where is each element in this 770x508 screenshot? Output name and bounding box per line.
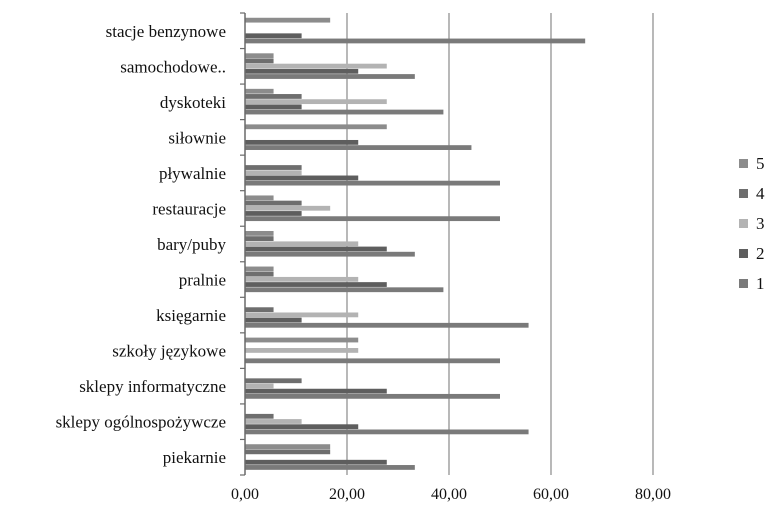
legend-label: 1 [756, 274, 765, 293]
y-axis [240, 12, 246, 476]
bar-series-4 [245, 236, 274, 241]
bar-series-5 [245, 266, 274, 272]
x-tick-label: 20,00 [329, 486, 365, 503]
bar-series-1 [245, 38, 586, 44]
bar-series-3 [245, 348, 359, 353]
gridlines [346, 13, 654, 475]
bar-series-1 [245, 74, 415, 79]
bar-series-2 [245, 68, 359, 74]
bar-series-4 [245, 271, 274, 277]
bar-series-4 [245, 58, 274, 64]
category-label: sklepy ogólnospożywcze [56, 413, 226, 432]
bar-series-1 [245, 145, 472, 150]
legend: 5 4 3 2 1 [739, 154, 765, 293]
bar-series-3 [245, 312, 359, 318]
category-label: stacje benzynowe [106, 22, 226, 41]
bar-series-1 [245, 465, 415, 470]
bar-series-5 [245, 88, 274, 94]
bar-series-5 [245, 195, 274, 201]
bar-series-5 [245, 53, 274, 59]
bar-series-2 [245, 424, 359, 430]
bar-series-5 [245, 124, 387, 130]
bar-series-5 [245, 337, 359, 343]
bar-series-4 [245, 307, 274, 313]
bar-series-1 [245, 287, 444, 293]
bar-series-5 [245, 17, 331, 23]
category-label: księgarnie [156, 306, 226, 325]
x-tick-label: 60,00 [533, 486, 569, 503]
bar-series-2 [245, 388, 387, 394]
bar-series-5 [245, 444, 331, 450]
bar-series-3 [245, 63, 387, 69]
category-label: pływalnie [159, 164, 226, 183]
bar-series-5 [245, 231, 274, 236]
bar-series-1 [245, 109, 444, 115]
bar-series-3 [245, 383, 274, 389]
x-tick-label: 40,00 [431, 486, 467, 503]
bar-series-3 [245, 276, 359, 282]
bar-series-2 [245, 33, 302, 39]
bar-series-1 [245, 216, 500, 222]
bar-series-1 [245, 358, 500, 364]
category-label: bary/puby [157, 235, 226, 254]
bar-series-3 [245, 170, 302, 176]
bar-series-2 [245, 459, 387, 465]
bar-series-4 [245, 378, 302, 384]
legend-swatch [739, 189, 748, 198]
bar-series-2 [245, 317, 302, 323]
bar-series-4 [245, 200, 302, 206]
bar-series-3 [245, 99, 387, 105]
legend-label: 4 [756, 184, 765, 203]
bar-series-3 [245, 205, 331, 211]
legend-label: 2 [756, 244, 765, 263]
legend-label: 3 [756, 214, 765, 233]
bar-series-3 [245, 241, 359, 247]
bar-series-2 [245, 175, 359, 181]
x-tick-labels: 0,00 20,00 40,00 60,00 80,00 [231, 486, 671, 503]
bar-series-1 [245, 251, 415, 257]
category-labels: stacje benzynowe samochodowe.. dyskoteki si… [56, 22, 227, 467]
bar-series-2 [245, 282, 387, 287]
category-label: piekarnie [163, 448, 226, 467]
category-label: pralnie [179, 271, 226, 290]
bar-series-1 [245, 180, 500, 186]
bar-series-4 [245, 413, 274, 419]
category-label: siłownie [168, 128, 226, 147]
bar-series-2 [245, 246, 387, 252]
legend-swatch [739, 219, 748, 228]
bars [245, 17, 586, 470]
bar-series-4 [245, 165, 302, 170]
bar-series-1 [245, 322, 529, 328]
category-label: restauracje [152, 199, 226, 218]
legend-swatch [739, 159, 748, 168]
bar-series-4 [245, 94, 302, 99]
category-label: sklepy informatyczne [79, 377, 226, 396]
legend-label: 5 [756, 154, 765, 173]
category-label: szkoły językowe [112, 342, 226, 361]
legend-swatch [739, 279, 748, 288]
legend-swatch [739, 249, 748, 258]
bar-series-2 [245, 139, 359, 145]
bar-series-3 [245, 419, 302, 424]
bar-series-4 [245, 449, 331, 455]
category-label: samochodowe.. [120, 57, 226, 76]
x-tick-label: 80,00 [635, 486, 671, 503]
bar-series-2 [245, 211, 302, 216]
bar-series-2 [245, 104, 302, 110]
bar-series-1 [245, 393, 500, 399]
bar-series-1 [245, 429, 529, 435]
category-label: dyskoteki [160, 93, 226, 112]
x-tick-label: 0,00 [231, 486, 259, 503]
